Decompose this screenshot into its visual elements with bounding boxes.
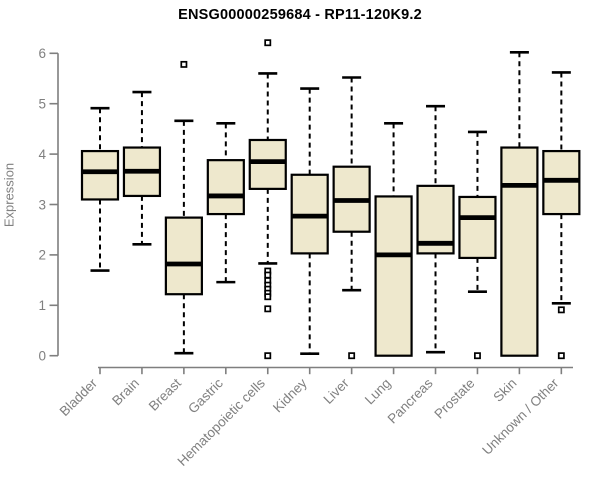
outlier-hematopoietic-cells bbox=[264, 305, 272, 313]
x-category-label: Brain bbox=[109, 376, 142, 409]
outlier-unknown-other bbox=[557, 306, 565, 314]
y-tick-label: 2 bbox=[38, 248, 46, 263]
box-lung bbox=[374, 195, 413, 357]
box-breast bbox=[164, 216, 203, 296]
y-axis-label: Expression bbox=[1, 162, 17, 228]
box-skin bbox=[500, 146, 539, 357]
box-prostate bbox=[458, 195, 497, 260]
box-hematopoietic-cells bbox=[248, 138, 287, 190]
box-bladder bbox=[80, 149, 120, 201]
outlier-hematopoietic-cells bbox=[264, 352, 272, 360]
y-tick-label: 4 bbox=[38, 147, 46, 162]
y-tick-label: 6 bbox=[38, 46, 46, 61]
outlier-hematopoietic-cells bbox=[264, 39, 272, 47]
outlier-unknown-other bbox=[557, 352, 565, 360]
x-category-label: Breast bbox=[146, 375, 184, 413]
x-category-label: Liver bbox=[320, 375, 352, 407]
x-category-label: Pancreas bbox=[385, 375, 436, 426]
outlier-hematopoietic-cells bbox=[264, 293, 272, 301]
outlier-prostate bbox=[474, 352, 481, 360]
y-tick-label: 0 bbox=[38, 349, 46, 364]
x-category-label: Kidney bbox=[270, 375, 310, 415]
y-tick-label: 1 bbox=[38, 298, 46, 313]
x-category-label: Unknown / Other bbox=[479, 375, 562, 458]
y-tick-label: 3 bbox=[38, 197, 46, 212]
box-gastric bbox=[206, 159, 245, 216]
outlier-hematopoietic-cells bbox=[264, 271, 272, 279]
x-category-label: Bladder bbox=[57, 375, 101, 419]
chart-title: ENSG00000259684 - RP11-120K9.2 bbox=[178, 7, 422, 23]
y-tick-label: 5 bbox=[38, 97, 46, 112]
outlier-breast bbox=[180, 60, 188, 68]
x-category-label: Lung bbox=[362, 376, 394, 408]
outlier-liver bbox=[348, 352, 356, 360]
x-category-label: Prostate bbox=[431, 376, 477, 422]
x-category-label: Gastric bbox=[185, 375, 226, 416]
x-category-label: Skin bbox=[490, 376, 519, 405]
